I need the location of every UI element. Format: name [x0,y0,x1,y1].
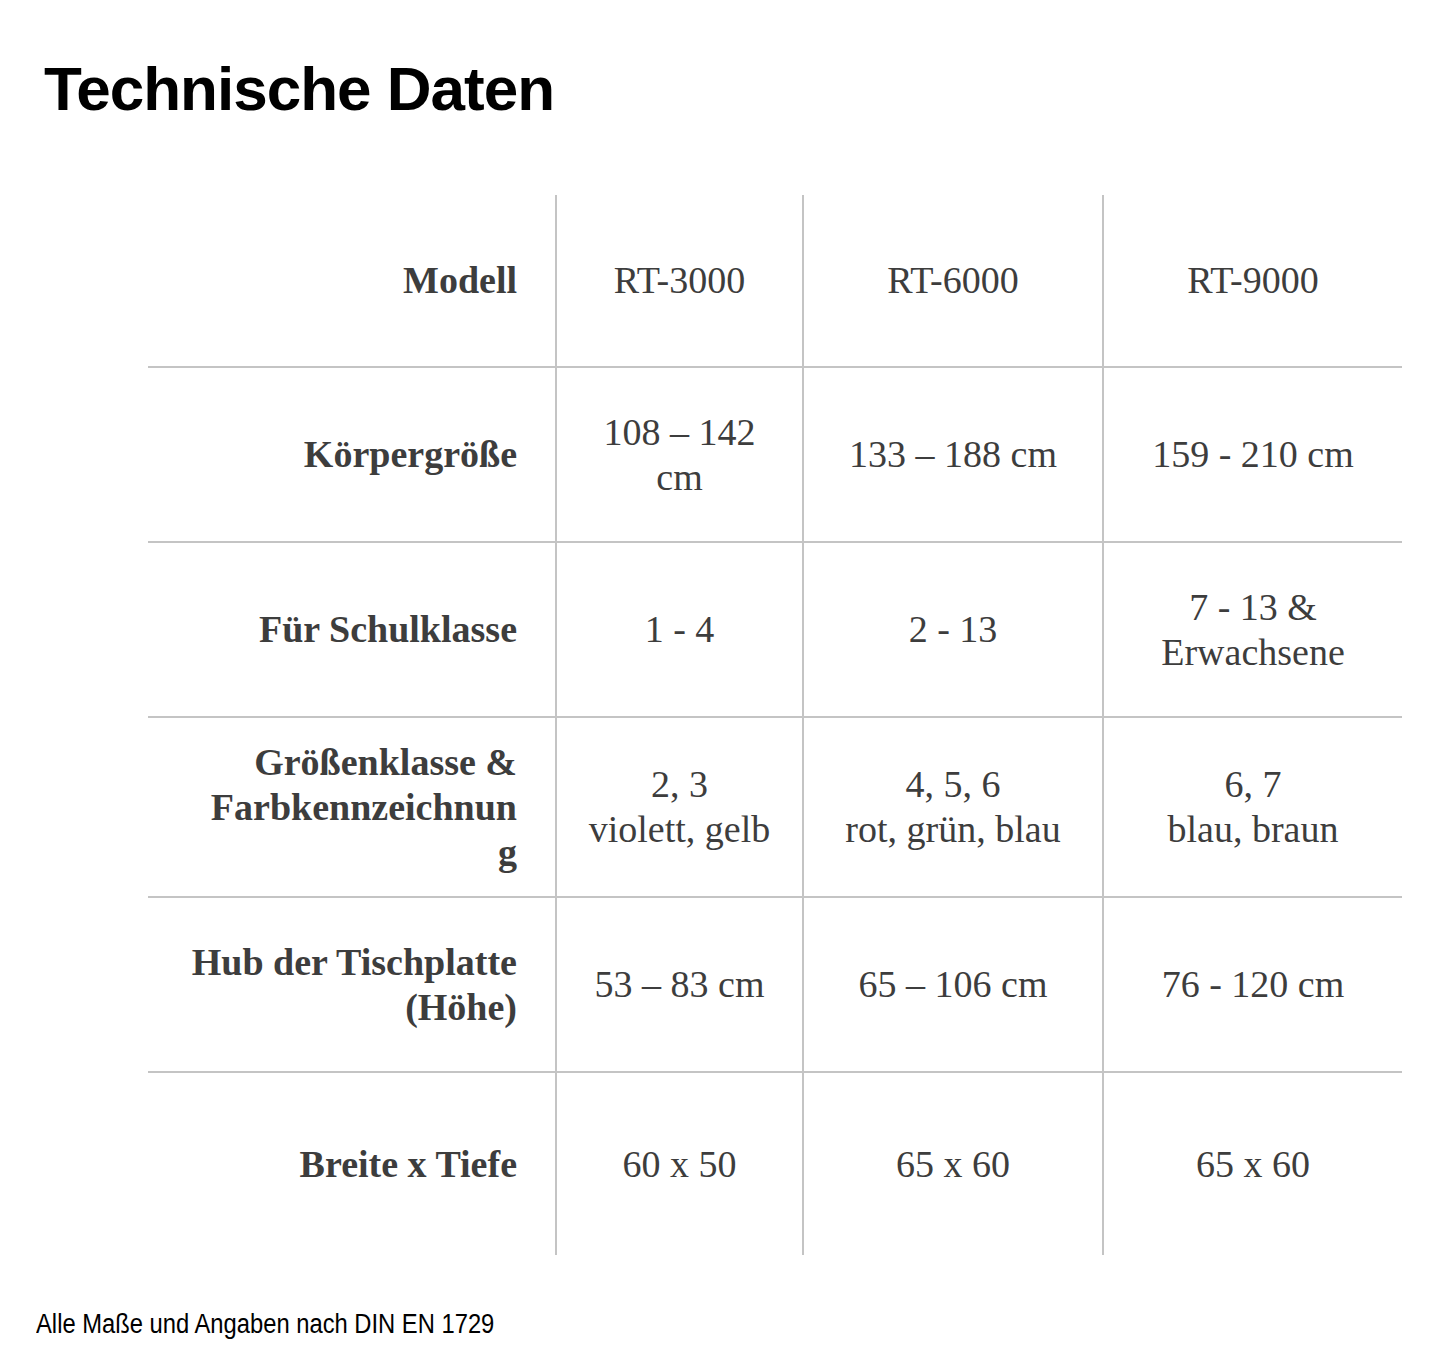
row-label-schulklasse: Für Schulklasse [148,543,555,718]
cell-koerpergroesse-rt-6000: 133 – 188 cm [802,368,1102,543]
specs-table: Modell RT-3000 RT-6000 RT-9000 Körpergrö… [148,195,1402,1255]
header-col-rt-9000: RT-9000 [1102,195,1402,368]
cell-groessenklasse-rt-9000: 6, 7 blau, braun [1102,718,1402,898]
row-label-groessenklasse: Größenklasse & Farbkennzeichnun g [148,718,555,898]
page-title: Technische Daten [44,58,554,120]
cell-breite-rt-9000: 65 x 60 [1102,1073,1402,1255]
cell-breite-rt-3000: 60 x 50 [555,1073,802,1255]
cell-groessenklasse-rt-3000: 2, 3 violett, gelb [555,718,802,898]
cell-schulklasse-rt-3000: 1 - 4 [555,543,802,718]
cell-hub-rt-3000: 53 – 83 cm [555,898,802,1073]
cell-groessenklasse-rt-6000: 4, 5, 6 rot, grün, blau [802,718,1102,898]
cell-hub-rt-9000: 76 - 120 cm [1102,898,1402,1073]
header-col-rt-6000: RT-6000 [802,195,1102,368]
din-standard-note: Alle Maße und Angaben nach DIN EN 1729 [36,1308,494,1340]
cell-koerpergroesse-rt-9000: 159 - 210 cm [1102,368,1402,543]
row-label-hub-tischplatte: Hub der Tischplatte (Höhe) [148,898,555,1073]
cell-breite-rt-6000: 65 x 60 [802,1073,1102,1255]
header-col-rt-3000: RT-3000 [555,195,802,368]
cell-koerpergroesse-rt-3000: 108 – 142 cm [555,368,802,543]
cell-hub-rt-6000: 65 – 106 cm [802,898,1102,1073]
cell-schulklasse-rt-9000: 7 - 13 & Erwachsene [1102,543,1402,718]
row-label-koerpergroesse: Körpergröße [148,368,555,543]
header-model-label: Modell [148,195,555,368]
row-label-breite-tiefe: Breite x Tiefe [148,1073,555,1255]
cell-schulklasse-rt-6000: 2 - 13 [802,543,1102,718]
